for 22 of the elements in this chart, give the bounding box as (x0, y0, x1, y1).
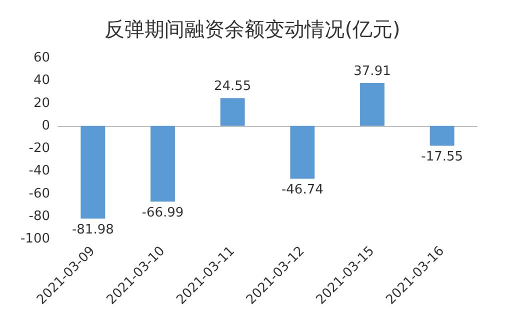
data-label: 37.91 (354, 64, 391, 79)
bar (220, 98, 245, 126)
y-tick-label: 40 (33, 73, 50, 88)
bar (360, 82, 384, 126)
y-tick-label: 20 (33, 96, 50, 111)
y-tick-label: -100 (20, 232, 50, 246)
y-tick-label: -20 (28, 141, 50, 156)
data-label: -46.74 (281, 182, 324, 198)
y-tick-label: -40 (28, 164, 50, 179)
bar (430, 126, 454, 146)
data-label: -81.98 (72, 222, 114, 238)
data-label: 24.55 (214, 79, 252, 94)
data-label: -66.99 (142, 206, 184, 221)
data-label: -17.55 (421, 150, 464, 165)
bar (80, 126, 106, 219)
y-tick-label: -80 (28, 208, 50, 224)
chart-title: 反弹期间融资余额变动情况(亿元) (104, 17, 400, 41)
bar (150, 126, 175, 202)
y-tick-label: 60 (33, 50, 50, 66)
y-tick-label: 0 (42, 118, 50, 134)
bar (290, 126, 315, 179)
y-tick-label: -60 (28, 186, 50, 202)
